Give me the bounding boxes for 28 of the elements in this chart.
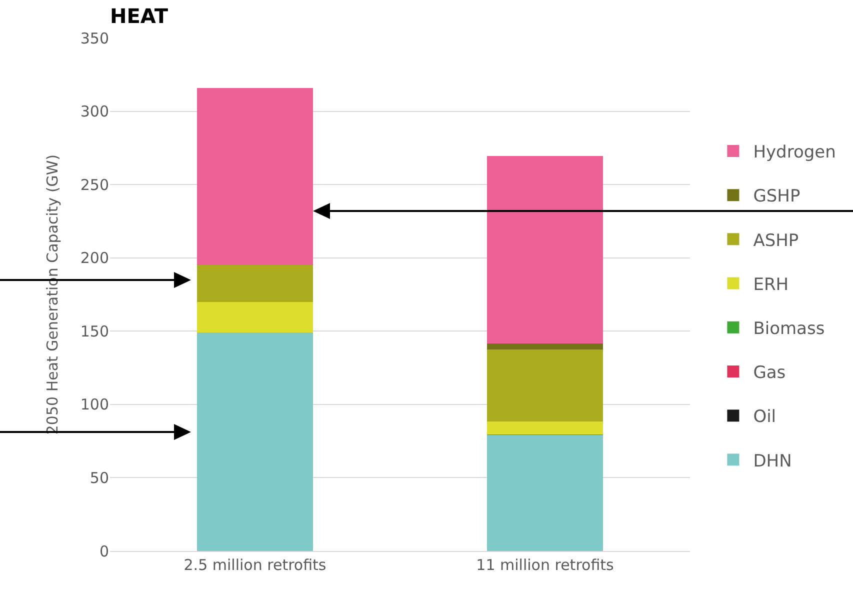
x-tick-label: 11 million retrofits — [476, 556, 614, 574]
y-tick-label: 350 — [80, 29, 109, 48]
legend-label: DHN — [753, 451, 792, 472]
legend-label: Biomass — [753, 319, 825, 339]
y-tick-label: 300 — [80, 102, 109, 121]
bar — [197, 302, 313, 333]
y-tick-label: 250 — [80, 176, 109, 194]
y-tick-label: 150 — [80, 322, 109, 340]
bar — [197, 88, 313, 266]
bar — [487, 421, 603, 434]
bar — [487, 435, 603, 551]
legend-label: ERH — [753, 274, 789, 295]
bar — [487, 349, 603, 422]
y-tick-label: 0 — [99, 542, 109, 560]
y-tick-label: 200 — [80, 249, 109, 268]
legend-label: GSHP — [753, 186, 800, 207]
legend-label: ASHP — [753, 230, 799, 251]
bar — [487, 344, 603, 350]
bar — [197, 332, 313, 551]
chart-title: HEAT — [110, 4, 168, 28]
bar — [197, 265, 313, 302]
y-tick-label: 50 — [90, 468, 109, 487]
bar — [487, 156, 603, 344]
legend-label: Oil — [753, 407, 776, 428]
legend-label: Gas — [753, 363, 786, 384]
y-tick-label: 100 — [80, 396, 109, 414]
legend-label: Hydrogen — [753, 142, 836, 163]
x-tick-label: 2.5 million retrofits — [184, 556, 326, 574]
